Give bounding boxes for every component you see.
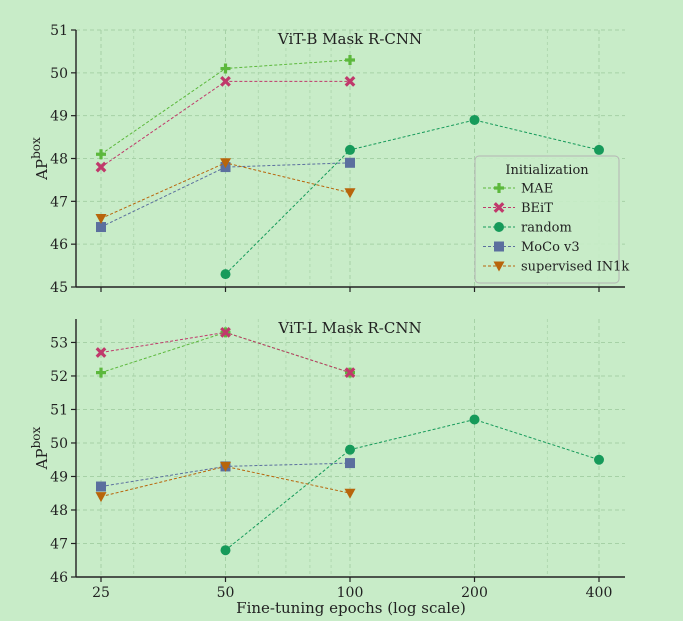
data-point-mae xyxy=(96,149,106,160)
data-point-moco-v3 xyxy=(345,157,355,168)
legend-marker xyxy=(493,202,505,213)
legend-entry-supervised-in1k: supervised IN1k xyxy=(483,260,629,275)
y-tick-label: 49 xyxy=(50,109,68,125)
data-point-supervised-in1k xyxy=(95,492,107,503)
data-point-random xyxy=(594,144,604,155)
legend-label: random xyxy=(521,221,572,236)
y-tick-label: 51 xyxy=(50,402,68,418)
top-panel: 45 46 47 48 49 50 51 ViT-B Mask R-CNN APbox xyxy=(29,23,625,296)
legend-entry-random: random xyxy=(483,221,572,236)
y-tick-label: 46 xyxy=(50,237,68,253)
data-point-beit xyxy=(95,347,107,358)
series-beit xyxy=(95,327,356,378)
series-line-moco-v3 xyxy=(100,162,351,228)
x-tick-label: 25 xyxy=(92,585,110,601)
panel-title: ViT-B Mask R-CNN xyxy=(277,30,422,48)
data-point-random xyxy=(345,444,355,455)
data-point-random xyxy=(469,414,480,425)
y-tick-label: 47 xyxy=(50,194,68,210)
series-supervised-in1k xyxy=(95,461,356,503)
data-point-random xyxy=(469,114,480,125)
data-point-mae xyxy=(220,63,231,74)
x-axis-label: Fine-tuning epochs (log scale) xyxy=(236,599,466,617)
bottom-panel: 46 47 48 49 50 51 52 53 25 50 100 200 400 ViT-L Mask … xyxy=(29,319,625,601)
data-point-beit xyxy=(220,327,231,338)
y-tick-label: 46 xyxy=(50,570,68,586)
y-tick-label: 45 xyxy=(50,280,68,296)
data-point-supervised-in1k xyxy=(344,188,356,199)
legend: Initialization MAE BEiT random MoCo v3 superv… xyxy=(474,155,629,284)
data-point-moco-v3 xyxy=(96,222,106,233)
x-tick-label: 100 xyxy=(337,585,364,601)
data-point-supervised-in1k xyxy=(220,461,231,472)
data-point-mae xyxy=(345,54,355,65)
data-point-supervised-in1k xyxy=(95,213,107,224)
y-tick-label: 53 xyxy=(50,335,68,351)
y-tick-label: 48 xyxy=(50,503,68,519)
data-point-mae xyxy=(96,367,106,378)
y-tick-label: 52 xyxy=(50,369,68,385)
data-point-random xyxy=(345,144,355,155)
legend-entry-moco-v3: MoCo v3 xyxy=(483,240,580,255)
x-tick-label: 400 xyxy=(586,585,613,601)
legend-entry-beit: BEiT xyxy=(483,201,553,216)
y-tick-label: 47 xyxy=(50,536,68,552)
series-random xyxy=(220,114,604,280)
series-supervised-in1k xyxy=(95,158,356,224)
x-tick-label: 200 xyxy=(461,585,488,601)
series-line-mae xyxy=(100,331,351,374)
y-axis-label: APbox xyxy=(29,137,51,181)
legend-entry-mae: MAE xyxy=(483,182,553,197)
data-point-beit xyxy=(344,367,356,378)
legend-marker xyxy=(493,261,505,272)
series-line-supervised-in1k xyxy=(100,465,351,498)
y-tick-label: 50 xyxy=(50,436,68,452)
data-point-random xyxy=(594,454,604,465)
data-point-moco-v3 xyxy=(345,458,355,469)
y-axis-label-superscript: box xyxy=(29,137,43,159)
legend-marker xyxy=(494,241,504,252)
legend-label: supervised IN1k xyxy=(521,260,629,275)
series-line-random xyxy=(225,119,600,275)
y-axis-label-superscript: box xyxy=(29,426,43,448)
legend-label: MAE xyxy=(521,182,553,197)
series-beit xyxy=(95,76,356,173)
series-random xyxy=(220,414,604,556)
data-point-moco-v3 xyxy=(96,481,106,492)
y-tick-label: 50 xyxy=(50,66,68,82)
y-tick-label: 49 xyxy=(50,469,68,485)
series-line-random xyxy=(225,418,600,551)
x-tick-label: 50 xyxy=(217,585,235,601)
data-point-beit xyxy=(344,76,356,87)
legend-marker xyxy=(494,222,504,232)
legend-label: MoCo v3 xyxy=(521,240,580,255)
data-point-beit xyxy=(220,76,231,87)
data-point-beit xyxy=(95,161,107,173)
data-point-random xyxy=(220,545,231,556)
panel-title: ViT-L Mask R-CNN xyxy=(277,319,421,337)
legend-label: BEiT xyxy=(521,201,553,216)
series-mae xyxy=(96,54,355,160)
legend-marker xyxy=(494,183,504,193)
y-tick-label: 51 xyxy=(50,23,68,39)
legend-title: Initialization xyxy=(505,163,589,178)
y-tick-label: 48 xyxy=(50,152,68,168)
data-point-random xyxy=(220,269,231,280)
data-point-supervised-in1k xyxy=(344,488,356,499)
series-line-beit xyxy=(100,331,351,374)
data-point-supervised-in1k xyxy=(220,158,231,169)
y-axis-label: APbox xyxy=(29,426,51,470)
